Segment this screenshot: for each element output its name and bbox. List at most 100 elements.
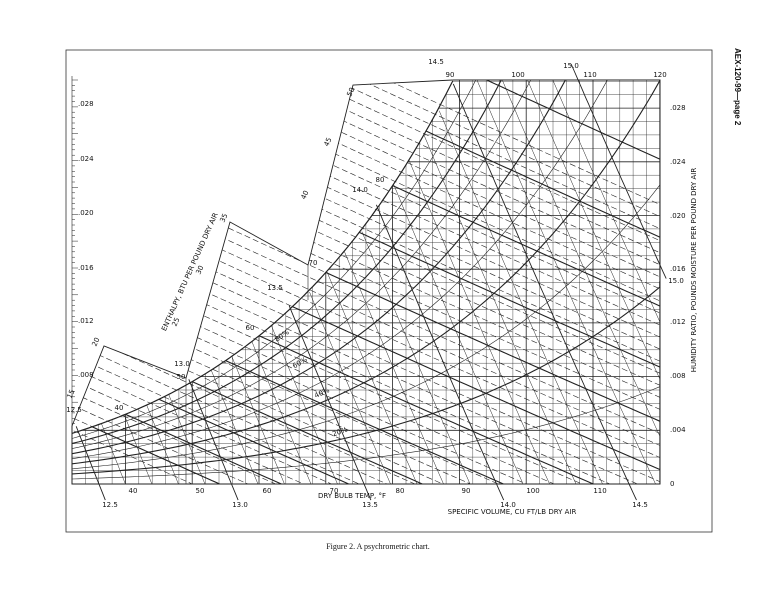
chart-border (71, 79, 661, 485)
dry-bulb-label: 110 (583, 71, 596, 79)
dry-bulb-label: 120 (653, 71, 666, 79)
enthalpy-line (72, 330, 347, 484)
humidity-label: .016 (670, 265, 686, 273)
wet-bulb-line (191, 381, 427, 484)
wet-bulb-line (392, 185, 660, 322)
humidity-label: .016 (78, 264, 94, 272)
volume-line (375, 204, 505, 501)
volume-label: 14.0 (500, 501, 516, 509)
humidity-label: .012 (670, 318, 686, 326)
enthalpy-label: 45 (323, 136, 334, 147)
wet-bulb-label: 50 (177, 373, 186, 381)
dry-bulb-label: 40 (129, 487, 138, 495)
rh-curve (72, 80, 660, 445)
volume-line (188, 379, 239, 501)
volume-label: 13.0 (232, 501, 248, 509)
volume-line (469, 80, 660, 484)
humidity-label: .028 (78, 100, 94, 108)
enthalpy-label: 20 (91, 336, 102, 347)
dry-bulb-label: 90 (446, 71, 455, 79)
chart-labels: 40 50 60 70 80 90 100 110 90 100 110 120 .028 .024 .02… (66, 58, 687, 509)
enthalpy-line (72, 80, 660, 328)
volume-line (144, 399, 186, 484)
volume-line (167, 392, 212, 484)
dry-bulb-label: 110 (593, 487, 606, 495)
enthalpy-axis-label: ENTHALPY, BTU PER POUND DRY AIR (160, 212, 220, 333)
enthalpy-line (72, 80, 660, 340)
volume-label: 13.5 (362, 501, 378, 509)
rh-curve (72, 80, 660, 465)
rh-curve (72, 176, 660, 470)
wet-bulb-label: 70 (309, 259, 318, 267)
enthalpy-line (72, 117, 660, 437)
humidity-label: .024 (670, 158, 686, 166)
enthalpy-label: 50 (346, 86, 357, 97)
page-label: AEX-120-99—page 2 (733, 48, 742, 126)
volume-line (495, 80, 660, 447)
enthalpy-line (72, 80, 660, 268)
humidity-label: .012 (78, 317, 94, 325)
volume-line (209, 365, 265, 484)
dry-bulb-label: 50 (196, 487, 205, 495)
rh-curve (72, 80, 660, 439)
enthalpy-line (72, 129, 660, 449)
wet-bulb-line (258, 335, 600, 484)
dry-bulb-label: 100 (526, 487, 539, 495)
wet-bulb-line (225, 360, 507, 484)
volume-line (407, 157, 558, 484)
volume-line (123, 412, 159, 484)
humidity-label: .008 (78, 371, 94, 379)
rh-label: 40% (313, 386, 331, 400)
caption: Figure 2. A psychrometric chart. (326, 542, 430, 551)
humidity-label: 0 (670, 480, 674, 488)
volume-label: 14.5 (428, 58, 444, 66)
enthalpy-line (72, 80, 660, 389)
dry-bulb-label: 70 (330, 487, 339, 495)
wet-bulb-line (158, 398, 353, 484)
rh-label: 80% (273, 328, 291, 344)
humidity-axis-label: HUMIDITY RATIO, POUNDS MOISTURE PER POUN… (690, 168, 698, 373)
humidity-label: .020 (78, 209, 94, 217)
volume-label: 15.0 (563, 62, 579, 70)
enthalpy-line (72, 80, 660, 292)
wet-bulb-label: 80 (376, 176, 385, 184)
volume-line (422, 130, 584, 484)
humidity-label: .020 (670, 212, 686, 220)
enthalpy-label: 30 (195, 264, 206, 275)
enthalpy-scale-edge (71, 79, 453, 427)
volume-label: 12.5 (66, 406, 82, 414)
volume-line (570, 63, 667, 279)
volume-line (393, 184, 531, 484)
enthalpy-line (72, 380, 233, 484)
volume-label: 13.5 (267, 284, 283, 292)
volume-line (75, 426, 106, 501)
wet-bulb-line (125, 413, 287, 484)
enthalpy-line (72, 318, 373, 484)
volume-line (520, 80, 660, 393)
volume-line (452, 83, 637, 501)
enthalpy-line (72, 80, 660, 304)
wet-bulb-line (325, 271, 660, 437)
volume-line (309, 291, 398, 484)
wet-bulb-line (425, 130, 660, 253)
enthalpy-line (72, 368, 260, 484)
volume-label: 14.0 (352, 186, 368, 194)
wet-bulb-label: 40 (115, 404, 124, 412)
humidity-label: .004 (670, 426, 686, 434)
rh-curve (72, 80, 660, 455)
volume-line (438, 110, 611, 484)
enthalpy-label: 15 (66, 388, 77, 399)
volume-label: 13.0 (174, 360, 190, 368)
wet-bulb-line (292, 306, 660, 484)
enthalpy-line (72, 154, 660, 473)
volume-axis-label: SPECIFIC VOLUME, CU FT/LB DRY AIR (448, 508, 577, 516)
enthalpy-line (72, 267, 480, 484)
volume-label: 12.5 (102, 501, 118, 509)
enthalpy-line (72, 305, 400, 484)
enthalpy-line (72, 80, 660, 280)
rh-curve (72, 80, 660, 460)
dry-bulb-axis-label: DRY BULB TEMP, °F (318, 492, 386, 500)
saturation-curve (71, 80, 454, 434)
figure-frame (65, 49, 713, 533)
